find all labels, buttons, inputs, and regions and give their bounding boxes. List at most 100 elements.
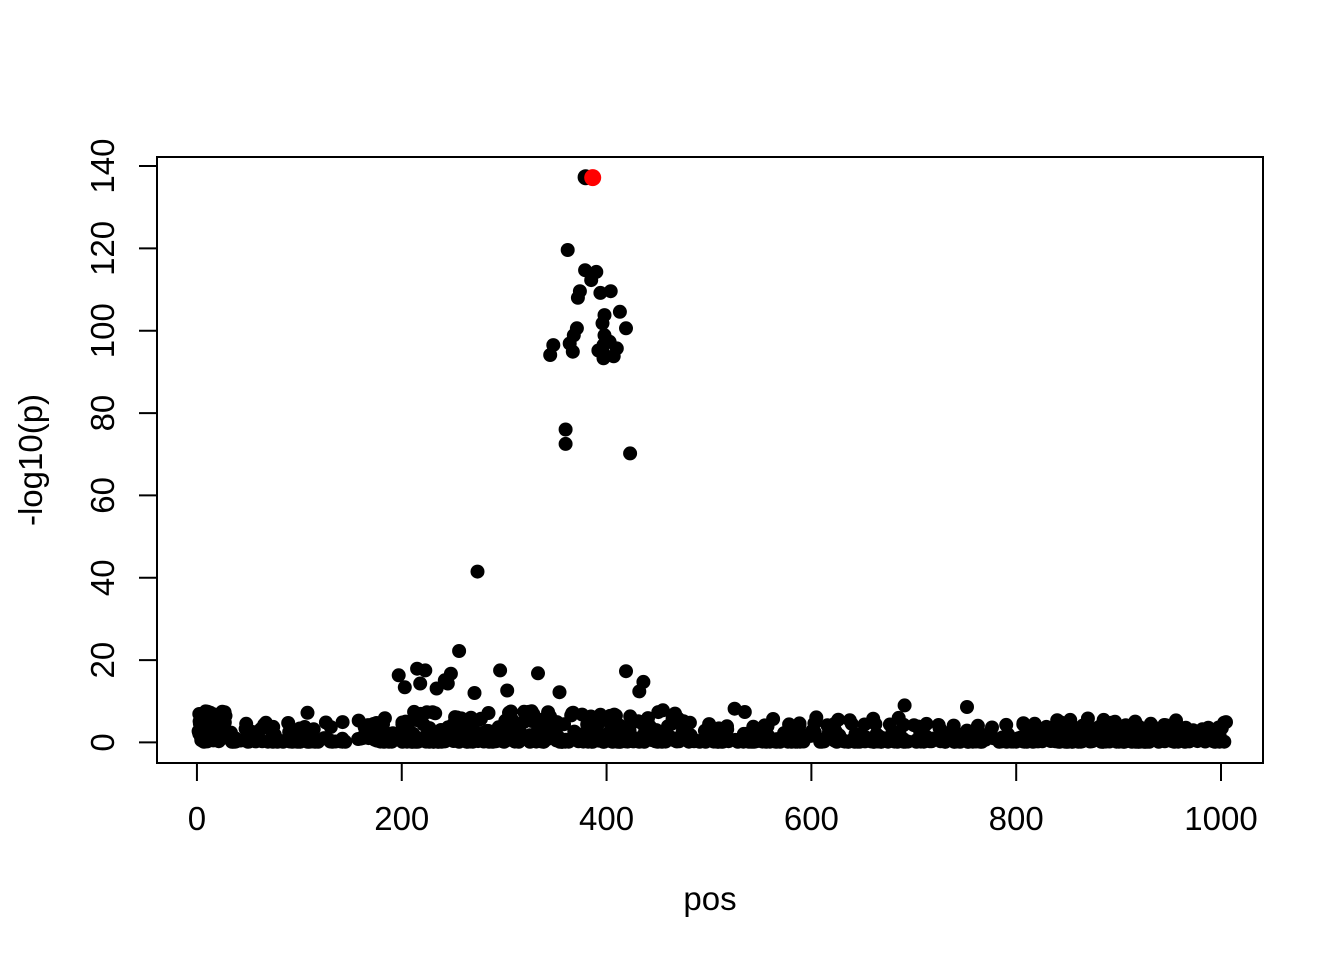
data-point [215,704,230,719]
data-point [493,663,508,678]
data-point [318,715,333,730]
data-point [257,717,272,732]
data-point [1068,730,1083,745]
data-point [362,729,377,744]
data-point [584,273,599,288]
data-point [397,680,412,695]
data-point [655,703,670,718]
data-point [961,729,976,744]
data-point [304,734,319,749]
y-tick-label: 120 [84,221,121,276]
y-axis-label: -log10(p) [12,394,49,526]
y-tick-label: 20 [84,642,121,679]
data-point [531,666,545,681]
data-point [807,725,822,740]
data-point [452,644,467,658]
data-point [749,734,764,749]
data-point [1084,729,1099,743]
data-point [829,734,844,749]
x-tick-label: 200 [374,800,429,837]
data-point [486,734,501,749]
data-point [593,707,608,722]
data-point [1191,725,1206,740]
data-point [246,729,261,744]
data-point [948,733,963,748]
data-point [351,732,366,746]
data-point [985,720,999,735]
y-tick-label: 80 [84,395,121,432]
data-point [265,734,280,749]
data-point [1039,719,1054,734]
data-point [470,564,485,579]
data-point [613,719,628,734]
data-point [1143,731,1158,746]
data-point [1207,734,1222,749]
data-point [623,709,638,724]
y-tick-label: 140 [84,139,121,194]
y-tick-label: 40 [84,559,121,596]
data-point [552,685,567,700]
data-point [891,710,906,725]
data-point [970,718,985,733]
x-tick-label: 0 [188,800,206,837]
data-point [596,351,611,366]
data-point [391,668,406,683]
data-point [456,714,471,728]
data-point [1004,733,1019,748]
y-tick-label: 0 [84,733,121,751]
data-point [885,724,900,739]
data-point [897,698,912,713]
data-point [467,686,482,700]
data-point [1080,711,1095,726]
data-point [413,706,428,721]
data-point [992,734,1007,749]
data-point [1179,728,1194,743]
data-point [619,321,633,336]
data-point [282,734,297,749]
data-point [593,285,608,300]
data-point [720,722,735,737]
data-point [1108,722,1123,737]
data-point [658,731,673,746]
data-point [617,733,632,748]
data-point [558,436,573,451]
data-point [1096,733,1111,748]
plot-generated-layer: 0 200 400 600 800 1000 0 20 40 60 80 100 120 140 [84,139,1264,837]
data-point [440,676,455,691]
x-axis-label: pos [683,880,736,917]
data-point [680,733,695,748]
plot-box [156,156,1264,764]
x-tick-label: 800 [989,800,1044,837]
data-point [300,705,315,720]
data-point [576,733,591,748]
data-point [705,724,720,739]
data-point [737,705,752,719]
data-point [502,705,516,720]
data-point [481,724,496,738]
data-point [395,715,410,730]
data-point [1133,726,1148,741]
data-point [603,284,618,299]
data-point [873,733,888,748]
y-tick-label: 60 [84,477,121,514]
data-point [619,664,633,679]
data-point [462,727,477,742]
data-point [868,717,883,732]
data-point [543,348,558,362]
highlighted-data-point [584,169,602,187]
data-point [1116,734,1131,749]
data-point [500,683,515,698]
data-point [570,290,585,305]
data-point [637,719,652,734]
data-point [822,725,836,739]
data-point [682,715,697,730]
data-point [595,316,610,331]
y-tick-label: 100 [84,303,121,358]
data-point [558,422,573,437]
data-point [632,684,647,699]
data-point [1219,715,1233,730]
data-point [560,243,575,257]
data-point [450,733,464,748]
data-point [217,715,232,730]
